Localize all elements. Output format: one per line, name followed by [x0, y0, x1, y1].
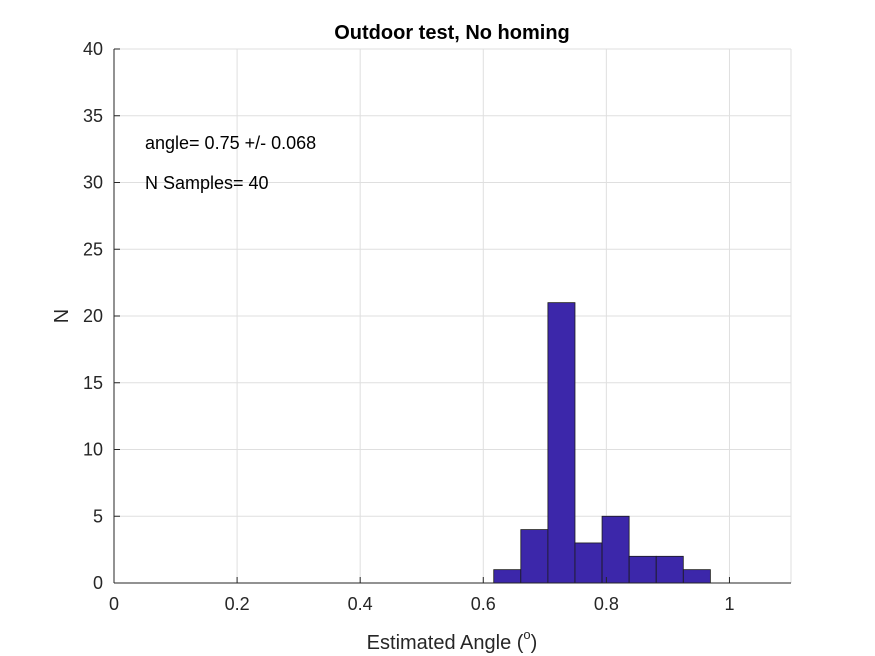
y-tick-label: 10 — [83, 440, 103, 460]
histogram-bar — [601, 515, 630, 584]
histogram-bar — [628, 555, 657, 584]
annotation-angle: angle= 0.75 +/- 0.068 — [145, 133, 316, 153]
y-tick-label: 25 — [83, 239, 103, 259]
x-axis-label: Estimated Angle (o) — [367, 627, 538, 654]
y-axis-label: N — [51, 309, 73, 323]
histogram-bar — [655, 555, 684, 584]
x-tick-label: 0 — [109, 594, 119, 614]
y-tick-label: 0 — [93, 573, 103, 593]
annotation-samples: N Samples= 40 — [145, 173, 269, 193]
x-axis-label-superscript: o — [523, 627, 530, 642]
histogram-bar — [574, 542, 603, 584]
histogram-bar — [493, 569, 522, 584]
y-tick-label: 15 — [83, 373, 103, 393]
x-tick-label: 0.4 — [348, 594, 373, 614]
x-tick-label: 0.8 — [594, 594, 619, 614]
histogram-bar — [547, 302, 576, 584]
y-tick-label: 35 — [83, 106, 103, 126]
y-tick-label: 30 — [83, 173, 103, 193]
y-tick-label: 5 — [93, 506, 103, 526]
histogram-bar — [520, 529, 549, 584]
x-axis-label-main: Estimated Angle ( — [367, 632, 524, 654]
histogram-bars — [493, 302, 711, 584]
y-tick-label: 20 — [83, 306, 103, 326]
histogram-bar — [682, 569, 711, 584]
chart-title: Outdoor test, No homing — [334, 22, 570, 44]
grid — [114, 48, 792, 583]
x-tick-label: 0.6 — [471, 594, 496, 614]
x-tick-label: 0.2 — [225, 594, 250, 614]
x-axis-label-end: ) — [531, 632, 538, 654]
y-tick-label: 40 — [83, 39, 103, 59]
x-tick-label: 1 — [724, 594, 734, 614]
